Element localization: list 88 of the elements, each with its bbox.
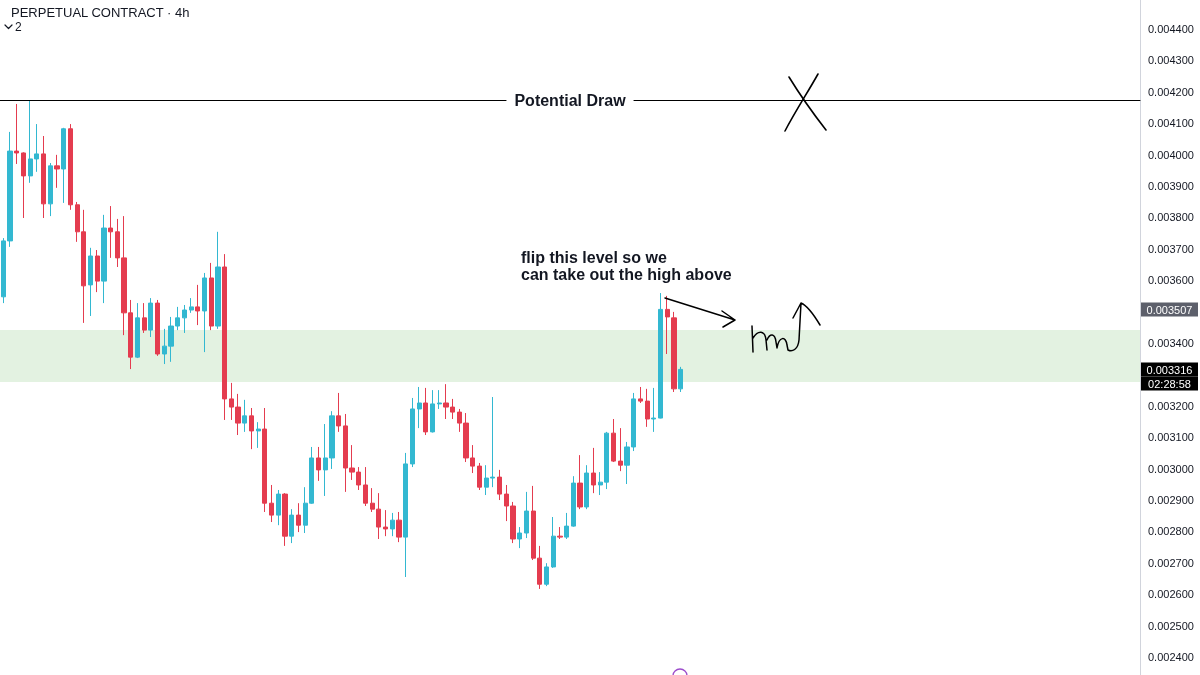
candlestick	[517, 526, 522, 549]
candlestick	[437, 389, 442, 410]
text: 0.003507	[1146, 303, 1193, 316]
candlestick	[209, 262, 214, 331]
candlestick	[269, 484, 274, 523]
candlestick	[215, 231, 221, 330]
candlestick	[316, 446, 321, 482]
candlestick	[276, 489, 281, 526]
candlestick	[651, 387, 656, 433]
y-tick-label: 0.004100	[1148, 117, 1194, 130]
candlestick	[182, 304, 187, 334]
y-tick-label: 0.004300	[1148, 54, 1194, 67]
candlestick	[577, 454, 583, 510]
y-tick-label: 0.002500	[1148, 619, 1194, 632]
annotation: flip this level so we can take out the high above	[521, 249, 732, 283]
y-tick-label: 0.003000	[1148, 462, 1194, 475]
candlestick	[410, 397, 415, 468]
candlestick	[68, 123, 73, 211]
candlestick	[557, 526, 563, 540]
candlestick	[638, 386, 643, 404]
candlestick	[564, 512, 569, 540]
chart-title: PERPETUAL CONTRACT · 4h	[11, 5, 190, 20]
candlestick	[658, 292, 663, 419]
y-tick-label: 0.002600	[1148, 588, 1194, 601]
y-tick-label: 0.002800	[1148, 525, 1194, 538]
y-tick-label: 0.003600	[1148, 274, 1194, 287]
candlestick	[383, 509, 388, 537]
candlestick	[21, 151, 26, 219]
y-tick-label: 0.004400	[1148, 22, 1194, 35]
text: 0.003316	[1146, 363, 1193, 376]
y-tick-label: 0.003200	[1148, 399, 1194, 412]
candlestick	[108, 205, 113, 259]
candlestick	[524, 491, 529, 539]
candlestick	[189, 297, 194, 314]
candlestick	[282, 492, 288, 547]
candlestick	[135, 302, 140, 359]
candlestick	[296, 502, 301, 533]
candlestick	[155, 299, 160, 357]
candlestick	[423, 387, 428, 436]
y-tick-label: 0.003700	[1148, 242, 1194, 255]
candlestick	[363, 466, 368, 507]
candlestick	[430, 389, 435, 434]
candlestick	[142, 302, 147, 334]
y-tick-label: 0.002900	[1148, 494, 1194, 507]
y-tick-label: 0.003800	[1148, 211, 1194, 224]
candlestick	[403, 452, 408, 578]
candlestick	[551, 516, 556, 569]
candlestick	[262, 407, 267, 513]
candlestick	[611, 418, 616, 463]
candlestick	[336, 392, 341, 433]
candlestick	[678, 366, 683, 393]
candlestick	[417, 386, 422, 429]
candlestick	[249, 407, 254, 450]
candlestick	[571, 475, 576, 528]
candlestick	[88, 247, 93, 317]
y-tick-label: 0.003900	[1148, 179, 1194, 192]
candlestick	[591, 447, 596, 494]
y-tick-label: 0.003100	[1148, 431, 1194, 444]
text: 02:28:58	[1148, 377, 1191, 390]
candlestick	[289, 508, 294, 544]
candlestick	[222, 253, 227, 421]
y-tick-label: 0.004200	[1148, 85, 1194, 98]
y-tick-label: 0.003400	[1148, 337, 1194, 349]
candlestick	[584, 464, 589, 510]
candlestick	[148, 297, 153, 338]
y-tick-label: 0.002400	[1148, 651, 1194, 664]
candlestick	[61, 127, 66, 204]
y-tick-label: 0.004000	[1148, 148, 1194, 161]
candlestick	[256, 421, 261, 449]
candlestick	[477, 462, 482, 491]
candlestick	[645, 388, 650, 428]
candlestick	[242, 399, 247, 433]
y-tick-label: 0.002700	[1148, 556, 1194, 569]
candlestick	[195, 284, 200, 326]
candlestick	[101, 214, 107, 304]
candlestick	[41, 135, 46, 219]
candlestick	[390, 512, 395, 537]
candlestick	[48, 162, 53, 217]
candlestick	[544, 562, 549, 587]
candlestick	[202, 272, 207, 353]
candlestick	[497, 469, 502, 501]
candlestick	[14, 103, 19, 165]
ref-line-label: Potential Draw	[514, 92, 627, 110]
annotation: 2	[15, 20, 22, 34]
candlestick	[396, 511, 402, 543]
candlestick	[618, 427, 623, 472]
candlestick	[54, 154, 60, 189]
candlestick	[95, 249, 100, 293]
